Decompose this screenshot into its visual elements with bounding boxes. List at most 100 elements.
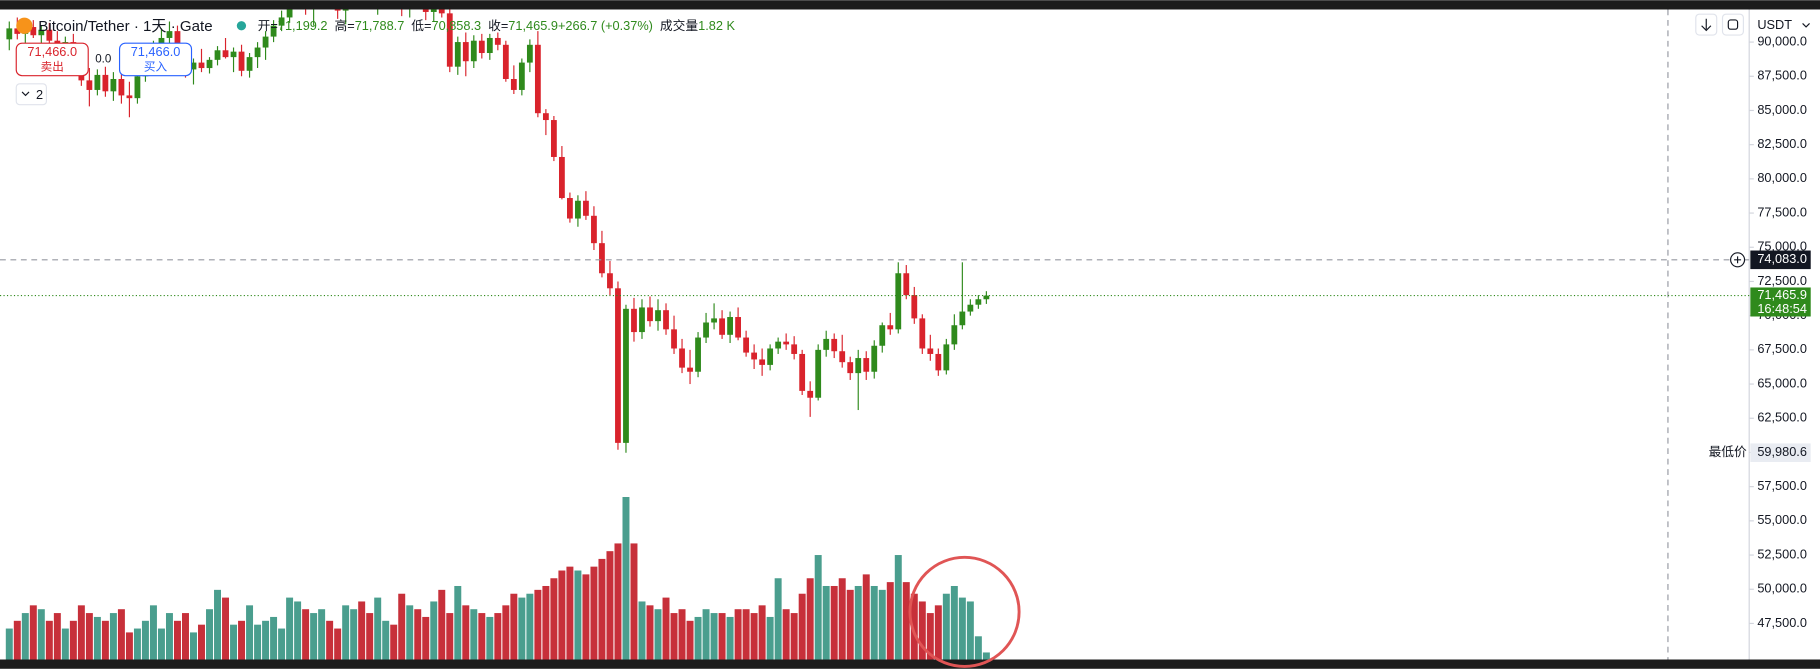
volume-bar xyxy=(326,620,334,660)
y-tick-label: 75,000.0 xyxy=(1757,239,1807,254)
volume-bar xyxy=(93,616,101,660)
volume-bar xyxy=(534,589,542,660)
volume-bar xyxy=(758,605,766,660)
volume-bar xyxy=(894,555,902,660)
candle-body xyxy=(623,308,629,443)
candle-body xyxy=(438,9,445,14)
indicator-toggle[interactable] xyxy=(15,83,48,106)
volume-bar xyxy=(910,593,918,660)
candle-body xyxy=(647,307,653,322)
sell-label: 卖出 xyxy=(41,60,64,74)
reset-icon xyxy=(1727,19,1739,30)
volume-bar xyxy=(662,597,670,660)
sell-button[interactable] xyxy=(15,42,89,77)
volume-bar xyxy=(510,593,518,660)
candle-body xyxy=(190,62,197,70)
volume-bar xyxy=(806,578,814,660)
legend-label: 高= xyxy=(334,18,354,33)
candle-body xyxy=(671,329,677,349)
candle-body xyxy=(815,349,822,398)
candle-body xyxy=(494,37,501,45)
volume-bar xyxy=(173,620,181,660)
candle-body xyxy=(230,51,237,58)
volume-bar xyxy=(230,624,238,660)
last-price-label: 71,465.9 xyxy=(1757,287,1807,302)
candle-body xyxy=(110,79,117,92)
legend-label: 开= xyxy=(258,18,278,33)
y-tick-label: 62,500.0 xyxy=(1757,410,1807,425)
highlight-circle xyxy=(908,555,1021,668)
buy-button[interactable] xyxy=(118,42,193,77)
candle-body xyxy=(863,358,870,372)
legend-value: 71,465.9 xyxy=(508,18,558,33)
volume-bar xyxy=(646,605,654,660)
candle-body xyxy=(687,367,693,372)
candle-body xyxy=(542,113,549,121)
volume-bar xyxy=(854,585,862,660)
candle-body xyxy=(126,95,133,99)
candle-body xyxy=(943,344,950,371)
candle-body xyxy=(695,337,701,372)
volume-bar xyxy=(542,585,550,660)
candle-body xyxy=(502,44,509,80)
crosshair-label: 74,083.0 xyxy=(1757,251,1807,266)
candle-body xyxy=(751,352,758,360)
candle-body xyxy=(422,9,429,12)
legend-label: 成交量 xyxy=(660,18,698,33)
volume-bar xyxy=(222,597,230,660)
volume-bar xyxy=(101,620,109,660)
volume-bar xyxy=(45,620,53,660)
add-alert-plus xyxy=(1734,256,1742,264)
candle-body xyxy=(983,295,990,300)
volume-bar xyxy=(342,605,350,660)
candle-body xyxy=(735,317,741,338)
volume-bar xyxy=(606,551,614,660)
bottom-bar xyxy=(0,659,1820,669)
buy-price: 71,466.0 xyxy=(131,44,181,59)
volume-bar xyxy=(966,601,974,660)
candle-body xyxy=(711,318,717,323)
candle-body xyxy=(86,80,93,90)
volume-bar xyxy=(694,616,702,660)
candle-body xyxy=(743,337,750,353)
candle-body xyxy=(278,17,285,26)
volume-bar xyxy=(53,613,61,660)
volume-bar xyxy=(550,578,558,660)
volume-bar xyxy=(982,652,990,660)
candle-body xyxy=(607,273,613,289)
volume-bar xyxy=(718,613,726,660)
volume-bar xyxy=(462,605,470,660)
volume-bar xyxy=(950,585,958,660)
volume-bar xyxy=(29,605,37,660)
volume-bar xyxy=(133,628,141,660)
volume-bar xyxy=(526,593,534,660)
volume-bar xyxy=(454,585,462,660)
candle-body xyxy=(839,351,846,363)
volume-bar xyxy=(958,597,966,660)
volume-bar xyxy=(814,555,822,660)
volume-bar xyxy=(878,589,886,660)
volume-bar xyxy=(37,609,45,660)
candle-body xyxy=(334,9,341,11)
y-tick-label: 67,500.0 xyxy=(1757,341,1807,356)
volume-bar xyxy=(117,609,125,660)
y-tick-label: 72,500.0 xyxy=(1757,273,1807,288)
volume-bar xyxy=(750,613,758,660)
legend-label: 收= xyxy=(488,18,508,33)
volume-bar xyxy=(870,585,878,660)
candle-body xyxy=(967,304,974,312)
candle-body xyxy=(38,29,45,36)
countdown: 16:48:54 xyxy=(1757,301,1807,316)
volume-bar xyxy=(470,609,478,660)
volume-bar xyxy=(390,624,398,660)
candle-body xyxy=(342,9,349,11)
volume-bar xyxy=(350,609,358,660)
reset-button[interactable] xyxy=(1721,13,1744,36)
volume-bar xyxy=(438,589,446,660)
candle-body xyxy=(246,57,253,71)
y-tick-label: 65,000.0 xyxy=(1757,375,1807,390)
candle-body xyxy=(518,62,525,90)
candle-body xyxy=(470,40,477,62)
volume-bar xyxy=(574,570,582,660)
volume-bar xyxy=(494,613,502,660)
